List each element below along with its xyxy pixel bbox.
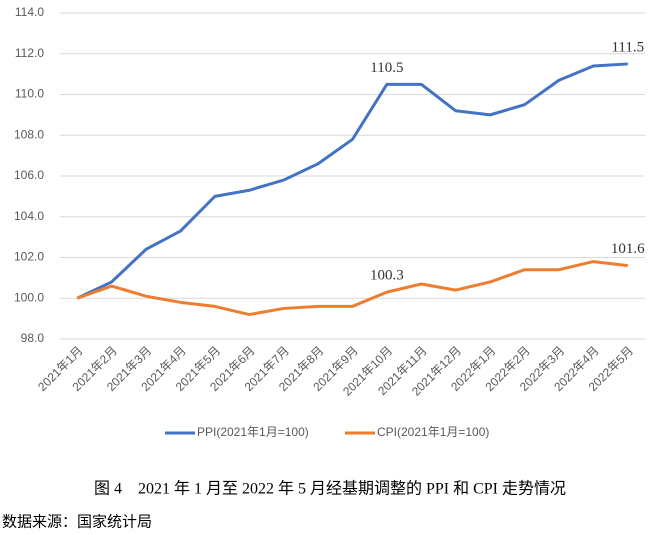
y-tick-label: 114.0	[15, 5, 44, 19]
y-tick-label: 110.0	[15, 87, 44, 101]
y-tick-label: 100.0	[14, 290, 44, 304]
data-line	[76, 260, 628, 317]
legend-label: PPI(2021年1月=100)	[197, 425, 309, 439]
caption: 图 4 2021 年 1 月至 2022 年 5 月经基期调整的 PPI 和 C…	[94, 480, 566, 498]
data-label: 100.3	[370, 268, 404, 284]
y-tick-label: 102.0	[14, 250, 44, 264]
y-tick-label: 108.0	[14, 127, 44, 141]
source: 数据来源：国家统计局	[2, 513, 152, 530]
data-line	[76, 62, 628, 300]
legend-label: CPI(2021年1月=100)	[377, 425, 489, 439]
y-tick-label: 98.0	[21, 331, 45, 345]
y-tick-label: 112.0	[15, 46, 44, 60]
y-tick-label: 104.0	[14, 209, 44, 223]
data-label: 111.5	[611, 39, 644, 55]
data-label: 101.6	[611, 241, 645, 257]
y-tick-label: 106.0	[14, 168, 44, 182]
data-label: 110.5	[370, 60, 403, 76]
